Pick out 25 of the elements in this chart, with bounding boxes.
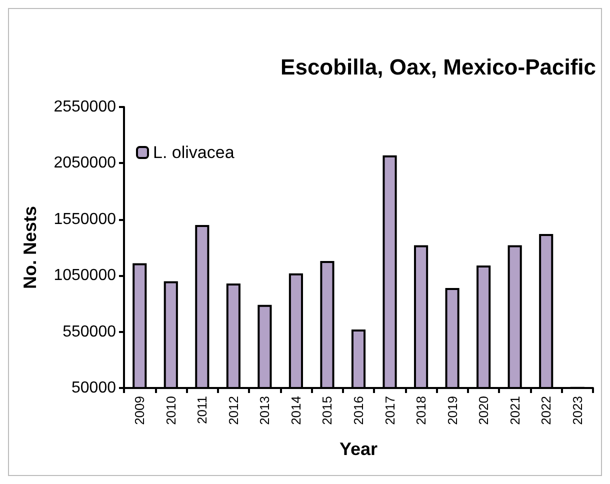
y-tick-label: 1050000 bbox=[54, 267, 116, 284]
x-tick-label: 2016 bbox=[351, 396, 366, 425]
legend-label: L. olivacea bbox=[153, 143, 235, 162]
x-tick-label: 2023 bbox=[570, 396, 585, 425]
x-tick-label: 2021 bbox=[507, 396, 522, 425]
x-tick-label: 2018 bbox=[414, 396, 429, 425]
x-tick-label: 2020 bbox=[476, 396, 492, 425]
x-axis-title: Year bbox=[339, 439, 378, 459]
x-tick-label: 2015 bbox=[320, 396, 335, 425]
x-tick-label: 2010 bbox=[163, 396, 178, 425]
x-tick-label: 2009 bbox=[132, 396, 148, 425]
y-tick-label: 550000 bbox=[62, 323, 116, 340]
x-tick-label: 2022 bbox=[538, 396, 554, 425]
x-tick-label: 2019 bbox=[444, 396, 460, 425]
y-tick-label: 1550000 bbox=[54, 210, 116, 228]
chart-title: Escobilla, Oax, Mexico-Pacific bbox=[280, 54, 596, 80]
y-axis-title: No. Nests bbox=[20, 206, 40, 290]
x-tick-label: 2012 bbox=[226, 396, 241, 425]
y-tick-label: 50000 bbox=[72, 380, 116, 396]
x-tick-label: 2014 bbox=[288, 396, 304, 425]
x-tick-label: 2013 bbox=[257, 396, 272, 425]
y-tick-label: 2550000 bbox=[54, 98, 116, 116]
x-tick-label: 2011 bbox=[194, 396, 210, 424]
x-tick-label: 2017 bbox=[382, 396, 398, 425]
y-tick-label: 2050000 bbox=[54, 154, 116, 172]
